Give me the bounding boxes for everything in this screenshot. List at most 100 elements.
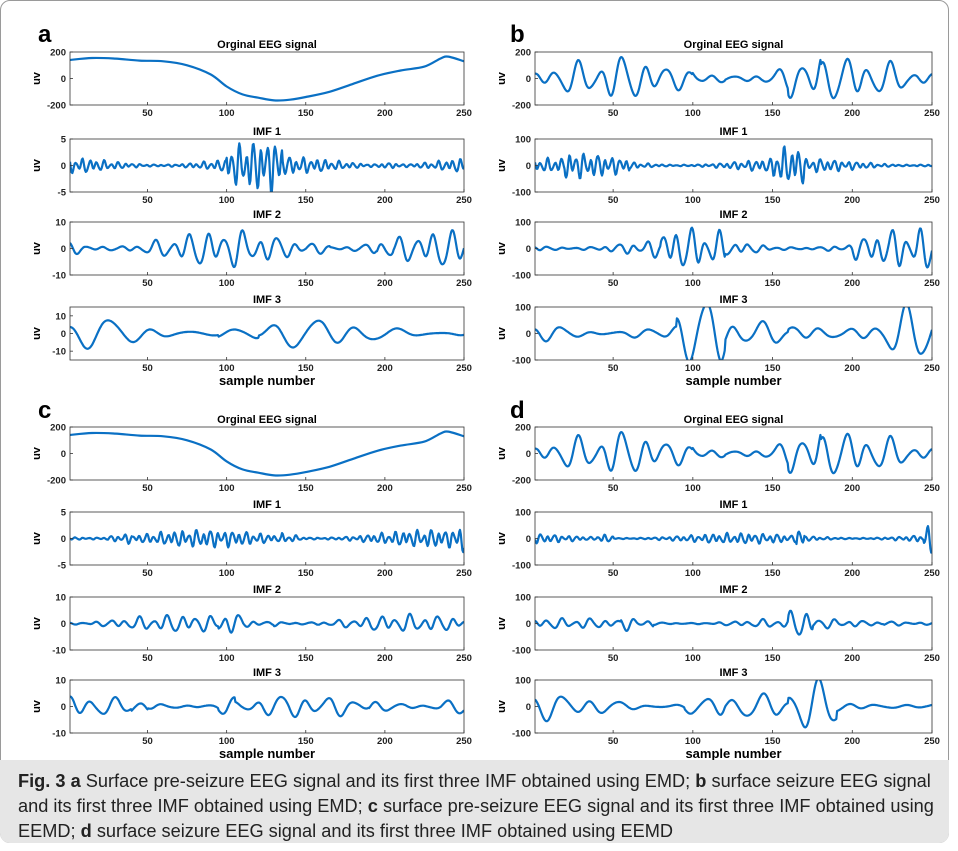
x-tick-label: 50 (142, 653, 153, 664)
subplot-d-1: Orginal EEG signal 50 100 150 200 250 -200 0 200… (496, 414, 940, 494)
x-tick-label: 250 (924, 653, 940, 664)
subplot-title: IMF 1 (253, 126, 281, 138)
signal-line (535, 56, 932, 100)
x-tick-label: 200 (844, 108, 860, 119)
x-tick-label: 150 (765, 653, 781, 664)
y-tick-label: 0 (526, 619, 531, 630)
y-axis-label: uv (496, 531, 508, 545)
y-tick-label: -100 (512, 561, 531, 572)
y-tick-label: 10 (55, 676, 66, 687)
subplot-a-1: Orginal EEG signal 50 100 150 200 250 -200 0 200… (31, 39, 472, 119)
axes-box (69, 679, 465, 734)
signal-line (535, 680, 932, 729)
x-tick-label: 250 (456, 195, 472, 206)
caption-text-a: Surface pre-seizure EEG signal and its f… (80, 771, 696, 791)
y-tick-label: 0 (61, 449, 66, 460)
y-axis-label: uv (31, 71, 43, 85)
y-tick-label: -200 (47, 476, 66, 487)
x-tick-label: 200 (377, 108, 393, 119)
y-tick-label: -10 (52, 646, 66, 657)
subplot-title: IMF 2 (719, 584, 747, 596)
subplot-d-2: IMF 1 50 100 150 200 250 -100 0 100 uv (496, 499, 940, 579)
x-tick-label: 50 (142, 736, 153, 747)
signal-line (535, 431, 932, 475)
y-tick-label: -5 (58, 561, 67, 572)
y-tick-label: 0 (61, 619, 66, 630)
panel-b: b Orginal EEG signal 50 100 150 200 250 -200 0 20… (496, 21, 940, 388)
x-tick-label: 200 (844, 653, 860, 664)
x-tick-label: 150 (298, 108, 314, 119)
subplot-title: IMF 3 (253, 294, 281, 306)
y-tick-label: 200 (50, 48, 66, 59)
y-tick-label: 10 (55, 218, 66, 229)
subplot-title: IMF 1 (719, 126, 747, 138)
y-tick-label: 0 (526, 244, 531, 255)
y-tick-label: 0 (526, 329, 531, 340)
caption-text-d: surface seizure EEG signal and its first… (91, 821, 674, 841)
x-axis-label: sample number (685, 746, 781, 760)
y-tick-label: 0 (526, 74, 531, 85)
subplot-title: Orginal EEG signal (217, 414, 317, 426)
x-tick-label: 250 (456, 653, 472, 664)
x-tick-label: 150 (298, 278, 314, 289)
x-tick-label: 100 (685, 278, 701, 289)
x-tick-label: 100 (219, 483, 235, 494)
x-tick-label: 50 (142, 483, 153, 494)
y-tick-label: 200 (50, 423, 66, 434)
x-axis-label: sample number (219, 373, 315, 388)
x-tick-label: 200 (377, 568, 393, 579)
axes-box (534, 51, 933, 106)
panel-letter-c: c (38, 397, 51, 424)
subplot-title: IMF 2 (719, 209, 747, 221)
x-tick-label: 200 (844, 363, 860, 374)
subplot-b-1: Orginal EEG signal 50 100 150 200 250 -200 0 200… (496, 39, 940, 119)
x-tick-label: 100 (685, 736, 701, 747)
y-axis-label: uv (496, 699, 508, 713)
x-tick-label: 200 (844, 278, 860, 289)
subplot-title: IMF 1 (719, 499, 747, 511)
subplot-d-3: IMF 2 50 100 150 200 250 -100 0 100 uv (496, 584, 940, 664)
y-axis-label: uv (31, 446, 43, 460)
y-axis-label: uv (31, 531, 43, 545)
subplot-a-4: IMF 3 50 100 150 200 250 -10 0 10 uv sample number (31, 294, 472, 388)
x-tick-label: 50 (142, 195, 153, 206)
y-tick-label: 0 (526, 702, 531, 713)
caption-letter-a: a (70, 771, 81, 791)
x-tick-label: 200 (844, 195, 860, 206)
y-tick-label: 5 (61, 508, 67, 519)
x-tick-label: 50 (142, 108, 153, 119)
subplot-d-4: IMF 3 50 100 150 200 250 -100 0 100 uv sample numb… (496, 667, 940, 760)
x-tick-label: 250 (924, 195, 940, 206)
subplot-c-1: Orginal EEG signal 50 100 150 200 250 -200 0 200… (31, 414, 472, 494)
y-tick-label: 0 (61, 244, 66, 255)
signal-line (70, 142, 464, 192)
x-tick-label: 100 (219, 108, 235, 119)
x-tick-label: 100 (685, 363, 701, 374)
x-tick-label: 100 (219, 195, 235, 206)
x-tick-label: 50 (608, 568, 619, 579)
x-tick-label: 150 (765, 278, 781, 289)
y-tick-label: -10 (52, 347, 66, 358)
y-tick-label: 0 (526, 161, 531, 172)
x-tick-label: 250 (456, 736, 472, 747)
y-axis-label: uv (31, 241, 43, 255)
x-tick-label: 150 (298, 195, 314, 206)
x-tick-label: 200 (377, 736, 393, 747)
signal-line (70, 430, 464, 477)
y-axis-label: uv (496, 158, 508, 172)
y-axis-label: uv (31, 616, 43, 630)
y-tick-label: 0 (61, 74, 66, 85)
y-tick-label: 200 (515, 423, 531, 434)
y-tick-label: 0 (61, 161, 66, 172)
signal-line (535, 525, 932, 554)
y-tick-label: -100 (512, 356, 531, 367)
caption-text-b: surface seizure EEG signal and its first… (18, 771, 931, 816)
x-tick-label: 50 (608, 483, 619, 494)
x-tick-label: 100 (219, 568, 235, 579)
x-tick-label: 250 (924, 736, 940, 747)
x-tick-label: 250 (456, 568, 472, 579)
caption-letter-c: c (367, 796, 378, 816)
x-tick-label: 150 (298, 363, 314, 374)
